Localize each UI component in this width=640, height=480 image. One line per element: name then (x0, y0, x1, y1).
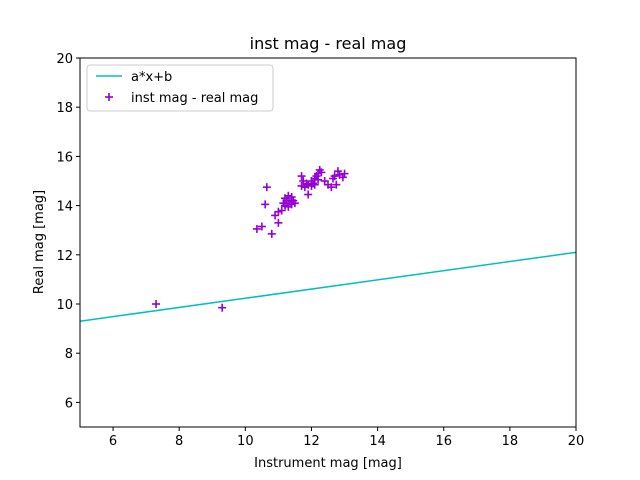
legend-label-line: a*x+b (131, 70, 172, 85)
legend-marker-swatch (105, 93, 113, 101)
y-tick-label: 20 (56, 52, 73, 67)
data-point (333, 167, 342, 176)
data-point (332, 180, 341, 189)
legend-plus-marker (105, 93, 113, 101)
plot-frame (79, 57, 577, 428)
data-point (267, 229, 276, 238)
data-point (327, 183, 336, 192)
x-axis: 6 8 10 12 14 16 18 20 (109, 427, 584, 449)
x-tick-label: 8 (175, 434, 183, 449)
legend: a*x+b inst mag - real mag (86, 64, 274, 112)
data-point (290, 199, 299, 208)
x-tick-label: 12 (303, 434, 320, 449)
data-point (261, 200, 270, 209)
data-point (152, 300, 161, 308)
data-point (218, 303, 227, 312)
y-tick-label: 12 (56, 249, 73, 264)
data-point (297, 172, 306, 181)
data-point (310, 180, 319, 189)
legend-label-scatter: inst mag - real mag (131, 91, 258, 106)
x-tick-label: 20 (568, 434, 585, 449)
x-axis-label: Instrument mag [mag] (254, 456, 402, 471)
data-point (257, 222, 266, 231)
x-tick-label: 16 (435, 434, 452, 449)
data-point (252, 224, 261, 233)
x-tick-label: 18 (502, 434, 519, 449)
x-tick-label: 14 (369, 434, 386, 449)
y-axis: 6 8 10 12 14 16 18 20 (56, 52, 80, 411)
plot-area (79, 165, 577, 322)
data-point (340, 169, 349, 178)
data-point (274, 218, 283, 227)
data-point (330, 172, 339, 181)
data-point (338, 173, 347, 182)
y-tick-label: 6 (65, 396, 73, 411)
chart-title: inst mag - real mag (250, 34, 407, 53)
data-point (304, 190, 313, 199)
fit-line (79, 251, 577, 322)
x-tick-label: 10 (237, 434, 254, 449)
y-axis-label: Real mag [mag] (32, 190, 47, 294)
data-point (317, 168, 326, 177)
y-tick-label: 10 (56, 298, 73, 313)
legend-box (86, 64, 274, 112)
x-tick-label: 6 (109, 434, 117, 449)
y-tick-label: 16 (56, 150, 73, 165)
y-tick-label: 8 (65, 347, 73, 362)
data-point (287, 192, 296, 201)
data-point (314, 175, 323, 184)
data-point (262, 183, 271, 192)
data-point (309, 179, 318, 188)
y-tick-label: 18 (56, 101, 73, 116)
y-tick-label: 14 (56, 200, 73, 215)
data-point (277, 206, 286, 215)
